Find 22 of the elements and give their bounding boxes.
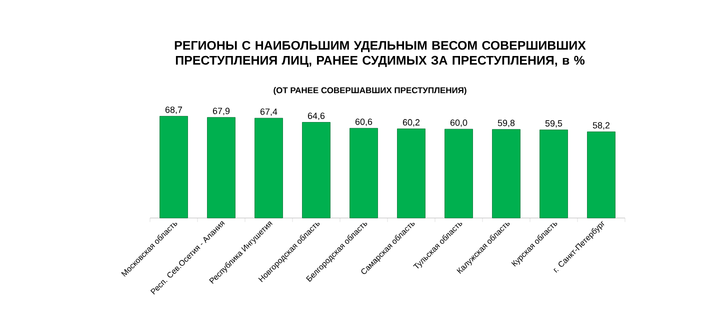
data-label: 67,9 — [212, 108, 230, 116]
chart-subtitle: (ОТ РАНЕЕ СОВЕРШАВШИХ ПРЕСТУПЛЕНИЯ) — [274, 87, 466, 95]
bar — [350, 128, 378, 218]
bar — [492, 129, 520, 218]
data-label: 64,6 — [308, 112, 325, 120]
bar — [254, 118, 283, 218]
bar — [160, 116, 188, 218]
data-label: 58,2 — [592, 122, 610, 130]
data-label: 67,4 — [260, 108, 278, 116]
data-label: 60,0 — [450, 119, 468, 127]
data-label: 59,8 — [498, 120, 515, 128]
data-label: 60,2 — [402, 119, 420, 127]
data-label: 60,6 — [355, 118, 372, 126]
bar — [587, 132, 616, 218]
bar — [540, 130, 568, 218]
bar — [207, 117, 236, 218]
chart-title: РЕГИОНЫ С НАИБОЛЬШИМ УДЕЛЬНЫМ ВЕСОМ СОВЕРШИВШИХ ПРЕСТУПЛЕНИЯ ЛИЦ, РАНЕЕ СУДИМЫХ ЗА ПРЕСТУПЛЕНИЯ, в % — [174, 40, 586, 68]
bar — [444, 128, 473, 218]
bar — [302, 122, 330, 218]
bar — [397, 128, 426, 218]
data-label: 59,5 — [545, 120, 562, 128]
data-label: 68,7 — [165, 106, 182, 114]
